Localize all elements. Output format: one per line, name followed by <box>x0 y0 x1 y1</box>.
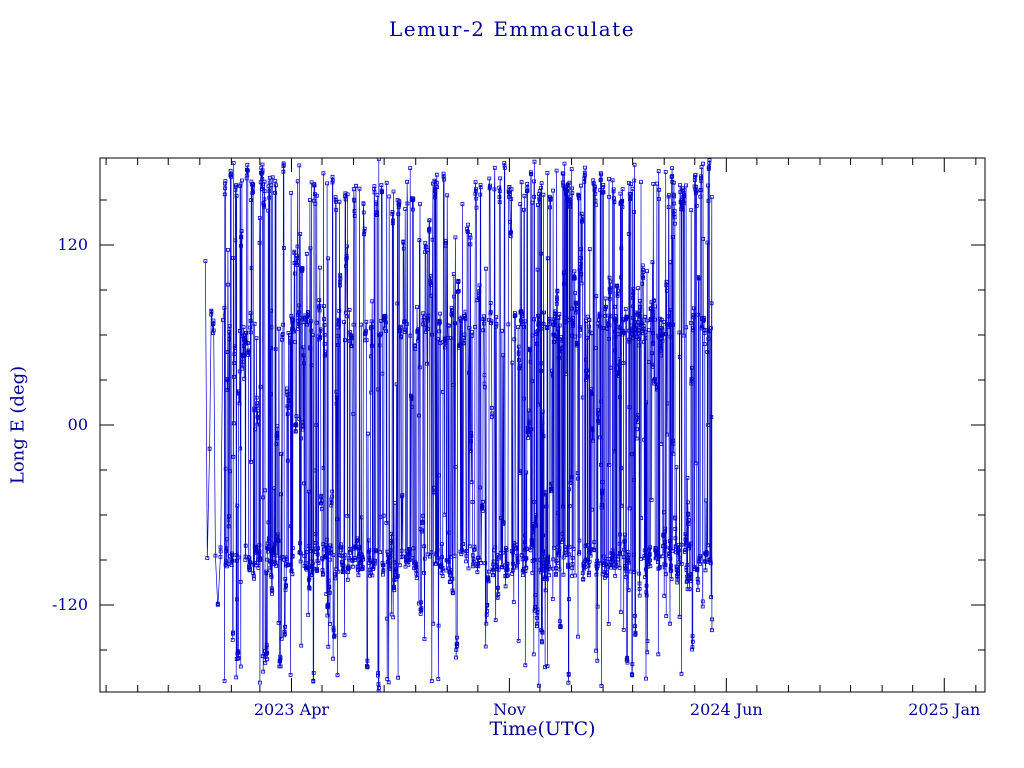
y-tick-label: 00 <box>68 415 88 434</box>
axis-ticks <box>100 158 985 692</box>
x-tick-label: 2023 Apr <box>254 700 330 719</box>
x-tick-label: 2024 Jun <box>690 700 763 719</box>
series-line <box>205 158 713 692</box>
x-tick-label: Nov <box>493 700 526 719</box>
y-tick-label: 120 <box>57 235 88 254</box>
series-markers <box>203 158 714 692</box>
x-axis-label: Time(UTC) <box>489 718 596 740</box>
chart-title: Lemur-2 Emmaculate <box>388 17 636 41</box>
tick-labels: 2023 Apr Nov 2024 Jun 2025 Jan 120 00 -120 <box>52 235 980 719</box>
data-series <box>203 158 714 692</box>
x-tick-label: 2025 Jan <box>908 700 980 719</box>
y-tick-label: -120 <box>52 595 88 614</box>
